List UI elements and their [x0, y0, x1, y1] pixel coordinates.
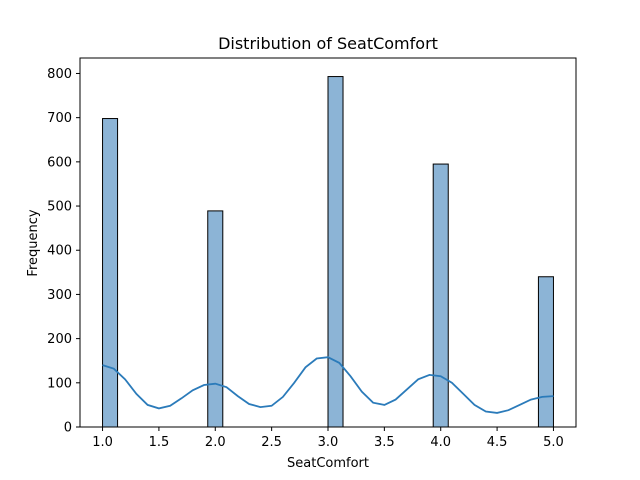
x-tick-label: 4.0: [430, 435, 451, 450]
y-axis-label: Frequency: [26, 209, 41, 276]
y-tick-label: 200: [47, 332, 72, 347]
x-tick-label: 2.5: [261, 435, 282, 450]
histogram-bar: [102, 118, 119, 428]
histogram-bar: [327, 76, 344, 428]
y-tick-label: 0: [64, 421, 72, 436]
y-tick-label: 700: [47, 111, 72, 126]
y-tick-label: 600: [47, 155, 72, 170]
y-tick-label: 100: [47, 376, 72, 391]
x-tick-label: 3.0: [318, 435, 339, 450]
x-tick-label: 3.5: [374, 435, 395, 450]
y-tick-label: 400: [47, 244, 72, 259]
histogram-bar: [537, 276, 554, 428]
y-axis: 0 100 200 300 400 500 600 700 800: [47, 67, 80, 436]
x-tick-label: 2.0: [205, 435, 226, 450]
x-tick-label: 1.0: [92, 435, 113, 450]
x-tick-label: 5.0: [543, 435, 564, 450]
histogram-bar: [207, 210, 224, 428]
histogram-bar: [432, 163, 449, 428]
y-tick-label: 500: [47, 200, 72, 215]
x-tick-label: 4.5: [487, 435, 508, 450]
x-tick-label: 1.5: [149, 435, 170, 450]
chart-title: Distribution of SeatComfort: [218, 34, 438, 53]
y-tick-label: 300: [47, 288, 72, 303]
kde-line: [102, 356, 554, 414]
x-axis-label: SeatComfort: [287, 456, 369, 471]
y-tick-label: 800: [47, 67, 72, 82]
plot-area: [102, 76, 554, 428]
x-axis: 1.0 1.5 2.0 2.5 3.0 3.5 4.0 4.5 5.0: [92, 427, 564, 450]
